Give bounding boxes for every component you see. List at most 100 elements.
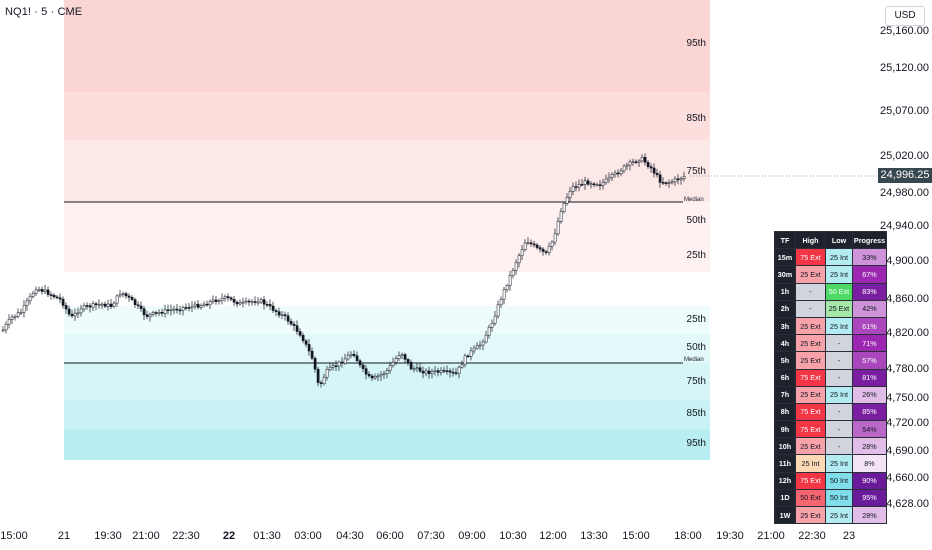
candle-up <box>493 315 497 324</box>
candle-up <box>571 186 575 192</box>
candle-down <box>166 309 170 311</box>
candle-down <box>253 301 257 303</box>
candle-up <box>520 249 524 256</box>
price-tick-label: 24,900.00 <box>880 255 929 267</box>
candle-up <box>10 316 14 320</box>
candle-up <box>190 305 194 309</box>
candle-down <box>352 353 356 357</box>
candle-down <box>361 364 365 369</box>
price-tick-label: 24,940.00 <box>880 220 929 232</box>
candle-down <box>307 344 311 352</box>
candle-down <box>88 305 92 308</box>
candle-up <box>385 370 389 375</box>
cell-tf: 6h <box>774 368 796 387</box>
candle-up <box>412 368 416 371</box>
candle-up <box>391 362 395 366</box>
candle-up <box>415 367 419 370</box>
candle-down <box>262 299 266 305</box>
candle-down <box>133 299 137 306</box>
candle-down <box>580 184 584 186</box>
time-tick-label: 13:30 <box>580 530 608 542</box>
time-tick-label: 21:00 <box>132 530 160 542</box>
candle-up <box>679 178 683 181</box>
candle-up <box>172 308 176 311</box>
time-tick-label: 19:30 <box>94 530 122 542</box>
price-tick-label: 25,120.00 <box>880 62 929 74</box>
candle-down <box>187 307 191 309</box>
header-progress: Progress <box>852 230 887 250</box>
upper-zone-75 <box>64 140 710 202</box>
cell-high: 25 Ext <box>795 351 826 370</box>
candle-up <box>568 191 572 198</box>
cell-tf: 11h <box>774 454 796 473</box>
candle-up <box>97 303 101 306</box>
candle-up <box>667 182 671 184</box>
stats-row: 6h 75 Ext -81% <box>774 368 887 387</box>
symbol-title[interactable]: NQ1! · 5 · CME <box>5 6 83 18</box>
candle-up <box>595 184 599 186</box>
cell-low: - <box>825 351 853 370</box>
candle-up <box>13 315 17 318</box>
candle-down <box>55 296 59 299</box>
cell-tf: 8h <box>774 402 796 422</box>
candle-down <box>652 167 656 174</box>
candle-down <box>145 314 149 317</box>
currency-button[interactable]: USD <box>885 6 925 26</box>
price-tick-label: 24,750.00 <box>880 392 929 404</box>
cell-progress: 61% <box>852 316 887 336</box>
candle-down <box>676 178 680 181</box>
time-tick-label: 01:30 <box>253 530 281 542</box>
candle-up <box>394 358 398 363</box>
candle-up <box>7 319 11 325</box>
price-tick-label: 24,820.00 <box>880 327 929 339</box>
candle-up <box>193 303 197 307</box>
stats-row: 2h -25 Ext 42% <box>774 299 887 318</box>
candle-up <box>220 298 224 301</box>
candle-down <box>586 180 590 185</box>
candle-up <box>157 312 161 314</box>
candle-up <box>25 300 29 306</box>
lower-zone-95 <box>64 430 710 460</box>
candle-down <box>301 335 305 341</box>
candle-down <box>40 289 44 292</box>
cell-tf: 1h <box>774 282 796 301</box>
candle-up <box>439 370 443 373</box>
candle-down <box>298 331 302 336</box>
candle-down <box>646 162 650 167</box>
candle-down <box>139 305 143 309</box>
candle-up <box>280 314 284 316</box>
candle-up <box>673 178 677 183</box>
candle-up <box>28 296 32 302</box>
candle-down <box>85 305 89 307</box>
candle-up <box>565 197 569 204</box>
candle-up <box>397 355 401 359</box>
cell-progress: 90% <box>852 471 887 490</box>
cell-tf: 3h <box>774 316 796 336</box>
candle-up <box>682 176 686 179</box>
candle-up <box>424 370 428 374</box>
candle-up <box>505 285 509 291</box>
candle-down <box>598 184 602 186</box>
candle-up <box>622 165 626 172</box>
lower-50th-label: 50th <box>686 342 706 353</box>
candle-up <box>121 293 125 295</box>
candle-down <box>658 174 662 183</box>
cell-low: - <box>825 420 853 439</box>
price-tick-label: 24,980.00 <box>880 187 929 199</box>
cell-progress: 83% <box>852 282 887 301</box>
candle-up <box>430 371 434 374</box>
price-tick-label: 24,720.00 <box>880 417 929 429</box>
candle-up <box>400 354 404 357</box>
candle-up <box>637 160 641 163</box>
price-tick-label: 24,660.00 <box>880 472 929 484</box>
candle-up <box>376 375 380 378</box>
stats-row: 11h 25 Int 25 Int 8% <box>774 454 887 473</box>
candle-down <box>175 308 179 311</box>
candle-up <box>331 365 335 368</box>
candle-down <box>340 361 344 364</box>
candle-up <box>502 289 506 300</box>
stats-table: TF High Low Progress 15m 75 Ext 25 Int 33% 3… <box>774 230 887 525</box>
candle-up <box>556 221 560 235</box>
candle-down <box>466 355 470 358</box>
